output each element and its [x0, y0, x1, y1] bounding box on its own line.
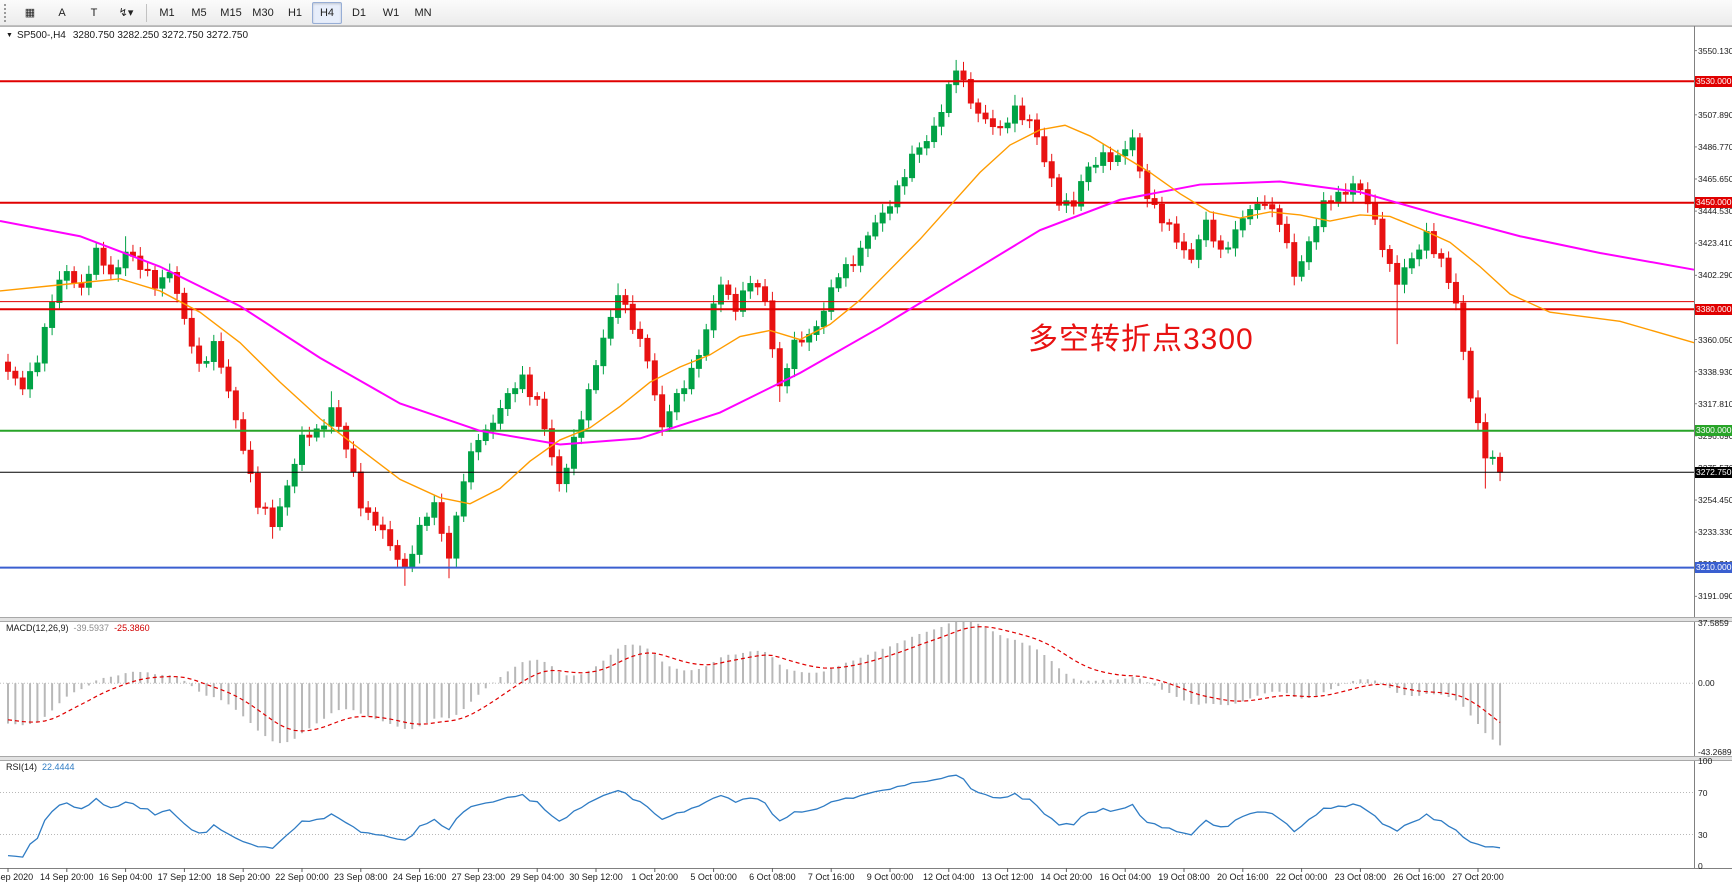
time-axis-label: 17 Sep 12:00	[157, 872, 212, 882]
toolbar-grip[interactable]	[4, 3, 11, 22]
macd-axis-label: -43.2689	[1698, 747, 1732, 758]
price-tick-label: 3444.530	[1698, 206, 1732, 217]
ohlc-values: 3280.750 3282.250 3272.750 3272.750	[72, 30, 249, 41]
macd-name: MACD(12,26,9)	[6, 623, 69, 633]
time-axis-label: 22 Oct 00:00	[1275, 872, 1328, 882]
price-level-badge: 3530.000	[1695, 75, 1732, 87]
time-axis-label: 12 Oct 04:00	[923, 872, 975, 882]
time-axis-label: 11 Sep 2020	[0, 872, 34, 882]
chart-collapse-icon[interactable]: ▼	[6, 32, 13, 39]
symbol-info-line: ▼ SP500-,H4 3280.750 3282.250 3272.750 327…	[6, 30, 248, 41]
macd-indicator-label: MACD(12,26,9) -39.5937 -25.3860	[6, 623, 150, 633]
time-axis-label: 26 Oct 16:00	[1393, 872, 1445, 882]
rsi-value: 22.4444	[42, 762, 75, 772]
cursor-tool-button[interactable]: A	[58, 6, 66, 19]
price-tick-label: 3550.130	[1698, 45, 1732, 56]
time-axis-label: 23 Oct 08:00	[1334, 872, 1387, 882]
time-axis-label: 14 Sep 20:00	[40, 872, 94, 882]
chart-annotation-text[interactable]: 多空转折点3300	[1028, 323, 1254, 356]
toolbar-icon-buttons: ▦ A T ↯▾	[15, 2, 141, 24]
chart-window-icon[interactable]: ▦	[24, 7, 36, 19]
candles	[5, 59, 1504, 586]
macd-main-value: -39.5937	[73, 623, 110, 633]
rsi-axis-label: 100	[1698, 756, 1713, 766]
time-axis-label: 27 Sep 23:00	[451, 872, 506, 882]
price-level-badge: 3210.000	[1695, 562, 1732, 574]
time-axis-label: 6 Oct 08:00	[749, 872, 796, 882]
objects-tool-button[interactable]: ↯▾	[118, 7, 134, 19]
time-axis-label: 24 Sep 16:00	[392, 872, 447, 882]
timeframe-m1[interactable]: M1	[159, 6, 175, 19]
time-axis-label: 9 Oct 00:00	[866, 872, 914, 882]
time-axis-label: 5 Oct 00:00	[690, 872, 737, 882]
time-axis-label: 20 Oct 16:00	[1217, 872, 1269, 882]
rsi-line	[7, 774, 1501, 858]
time-axis-label: 14 Oct 20:00	[1040, 872, 1093, 882]
price-tick-label: 3423.410	[1698, 238, 1732, 249]
price-level-badge: 3300.000	[1695, 425, 1732, 437]
price-tick-label: 3507.890	[1698, 109, 1732, 120]
text-tool-button[interactable]: T	[90, 6, 98, 19]
timeframe-m30[interactable]: M30	[252, 6, 274, 19]
price-tick-label: 3191.090	[1698, 591, 1732, 602]
toolbar: ▦ A T ↯▾ M1 M5 M15 M30 H1 H4 D1 W1 MN	[0, 0, 1732, 26]
timeframe-m5[interactable]: M5	[191, 6, 207, 19]
timeframe-mn[interactable]: MN	[414, 6, 432, 19]
time-axis-label: 30 Sep 12:00	[569, 872, 623, 882]
ma-slow-line	[0, 180, 1695, 446]
ma-fast-line	[0, 124, 1695, 505]
price-level-badge: 3450.000	[1695, 197, 1732, 209]
time-axis-label: 7 Oct 16:00	[807, 872, 855, 882]
price-tick-label: 3254.450	[1698, 495, 1732, 506]
time-axis-label: 22 Sep 00:00	[275, 872, 329, 882]
time-axis-label: 16 Oct 04:00	[1099, 872, 1151, 882]
rsi-axis-label: 70	[1698, 787, 1708, 798]
timeframe-buttons: M1 M5 M15 M30 H1 H4 D1 W1 MN	[152, 1, 438, 24]
timeframe-w1[interactable]: W1	[382, 6, 400, 19]
time-axis-label: 18 Sep 20:00	[216, 872, 270, 882]
price-tick-label: 3465.650	[1698, 174, 1732, 184]
horizontal-lines	[0, 80, 1694, 569]
macd-histogram	[7, 622, 1502, 746]
time-axis-label: 27 Oct 20:00	[1452, 872, 1504, 882]
macd-axis-label: 37.5859	[1698, 618, 1729, 629]
time-axis-label: 13 Oct 12:00	[981, 872, 1034, 882]
time-axis-label: 19 Oct 08:00	[1158, 872, 1210, 882]
rsi-axis-label: 30	[1698, 829, 1708, 840]
price-tick-label: 3402.290	[1698, 270, 1732, 281]
price-tick-label: 3486.770	[1698, 141, 1732, 152]
time-axis-label: 29 Sep 04:00	[510, 872, 564, 882]
time-axis-label: 16 Sep 04:00	[98, 872, 153, 882]
timeframe-m15[interactable]: M15	[220, 6, 242, 19]
toolbar-separator	[146, 3, 147, 22]
rsi-indicator-label: RSI(14) 22.4444	[6, 762, 75, 772]
timeframe-h4[interactable]: H4	[312, 1, 342, 24]
macd-panel-separator[interactable]	[0, 617, 1732, 622]
price-level-badge: 3380.000	[1695, 303, 1732, 315]
symbol-title: SP500-,H4	[16, 30, 66, 41]
macd-axis-label: 0.00	[1698, 678, 1715, 689]
timeframe-h1[interactable]: H1	[287, 6, 303, 19]
price-tick-label: 3338.930	[1698, 366, 1732, 377]
time-axis-label: 1 Oct 20:00	[631, 872, 679, 882]
price-tick-label: 3360.050	[1698, 334, 1732, 345]
macd-signal-line	[7, 626, 1501, 732]
timeframe-d1[interactable]: D1	[351, 6, 367, 19]
macd-signal-value: -25.3860	[114, 623, 150, 633]
price-tick-label: 3233.330	[1698, 527, 1732, 538]
time-axis-label: 23 Sep 08:00	[334, 872, 388, 882]
price-tick-label: 3317.810	[1698, 398, 1732, 409]
rsi-name: RSI(14)	[6, 762, 38, 772]
price-level-badge: 3272.750	[1695, 466, 1732, 478]
rsi-axis-label: 0	[1698, 861, 1703, 871]
rsi-panel-separator[interactable]	[0, 756, 1732, 761]
